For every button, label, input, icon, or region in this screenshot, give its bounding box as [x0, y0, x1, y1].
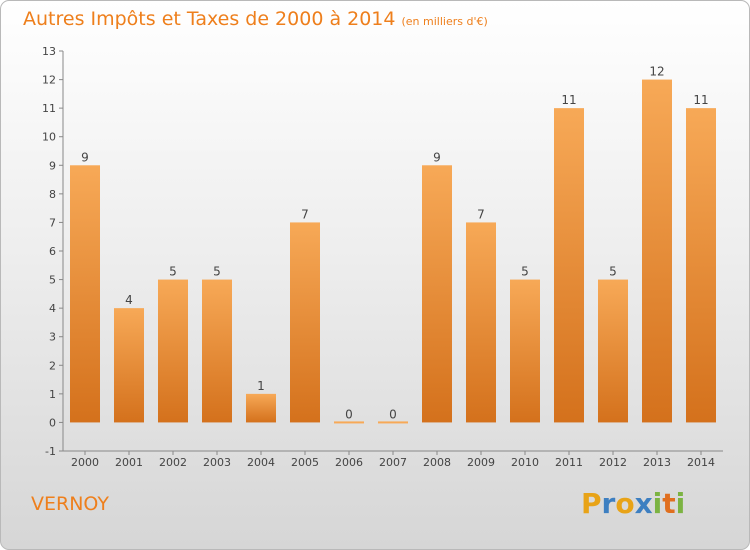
y-tick-label: 1 — [49, 388, 56, 401]
bar — [158, 279, 188, 423]
data-label: 5 — [169, 265, 177, 279]
data-label: 11 — [561, 93, 576, 107]
logo-letter: i — [652, 487, 663, 520]
y-tick-label: 9 — [49, 159, 56, 172]
data-label: 5 — [609, 265, 617, 279]
data-label: 7 — [477, 207, 485, 221]
y-tick-label: -1 — [45, 445, 56, 458]
y-tick-label: 7 — [49, 216, 56, 229]
data-label: 9 — [433, 150, 441, 164]
logo-letter: t — [662, 487, 676, 520]
y-tick-label: 3 — [49, 331, 56, 344]
x-tick-label: 2012 — [599, 456, 627, 469]
y-tick-label: 12 — [42, 74, 56, 87]
y-tick-label: 10 — [42, 131, 56, 144]
data-label: 0 — [345, 407, 353, 421]
bar — [422, 165, 452, 423]
logo-letter: x — [634, 487, 653, 520]
x-tick-label: 2007 — [379, 456, 407, 469]
data-label: 5 — [213, 265, 221, 279]
bar — [510, 279, 540, 423]
data-label: 11 — [693, 93, 708, 107]
x-tick-label: 2008 — [423, 456, 451, 469]
chart-title: Autres Impôts et Taxes de 2000 à 2014 (en… — [23, 8, 488, 30]
bar — [466, 222, 496, 423]
y-tick-label: 13 — [42, 45, 56, 58]
data-label: 1 — [257, 379, 265, 393]
bar — [554, 108, 584, 423]
bar — [686, 108, 716, 423]
x-tick-label: 2010 — [511, 456, 539, 469]
y-tick-label: 2 — [49, 359, 56, 372]
data-label: 7 — [301, 207, 309, 221]
x-tick-label: 2005 — [291, 456, 319, 469]
bar — [114, 308, 144, 423]
bar — [290, 222, 320, 423]
x-tick-label: 2002 — [159, 456, 187, 469]
x-tick-label: 2011 — [555, 456, 583, 469]
logo-letter: r — [601, 487, 616, 520]
data-label: 4 — [125, 293, 133, 307]
data-label: 0 — [389, 407, 397, 421]
bar — [378, 421, 408, 424]
y-tick-label: 0 — [49, 416, 56, 429]
proxiti-logo: Proxiti — [581, 487, 685, 520]
x-tick-label: 2013 — [643, 456, 671, 469]
x-tick-label: 2014 — [687, 456, 715, 469]
x-tick-label: 2006 — [335, 456, 363, 469]
x-tick-label: 2000 — [71, 456, 99, 469]
commune-name: VERNOY — [31, 493, 109, 515]
x-tick-label: 2001 — [115, 456, 143, 469]
bar — [202, 279, 232, 423]
bar — [642, 79, 672, 423]
x-tick-label: 2009 — [467, 456, 495, 469]
data-label: 9 — [81, 150, 89, 164]
logo-letter: o — [615, 487, 635, 520]
bar — [598, 279, 628, 423]
unit-text: (en milliers d'€) — [401, 15, 488, 28]
x-tick-label: 2003 — [203, 456, 231, 469]
x-tick-label: 2004 — [247, 456, 275, 469]
title-text: Autres Impôts et Taxes de 2000 à 2014 — [23, 8, 396, 30]
bar — [334, 421, 364, 424]
data-label: 12 — [649, 65, 664, 79]
logo-letter: i — [675, 487, 686, 520]
y-tick-label: 4 — [49, 302, 56, 315]
y-tick-label: 6 — [49, 245, 56, 258]
bar — [246, 393, 276, 423]
y-tick-label: 8 — [49, 188, 56, 201]
y-tick-label: 11 — [42, 102, 56, 115]
y-tick-label: 5 — [49, 274, 56, 287]
data-label: 5 — [521, 265, 529, 279]
logo-letter: P — [581, 487, 602, 520]
bar — [70, 165, 100, 423]
